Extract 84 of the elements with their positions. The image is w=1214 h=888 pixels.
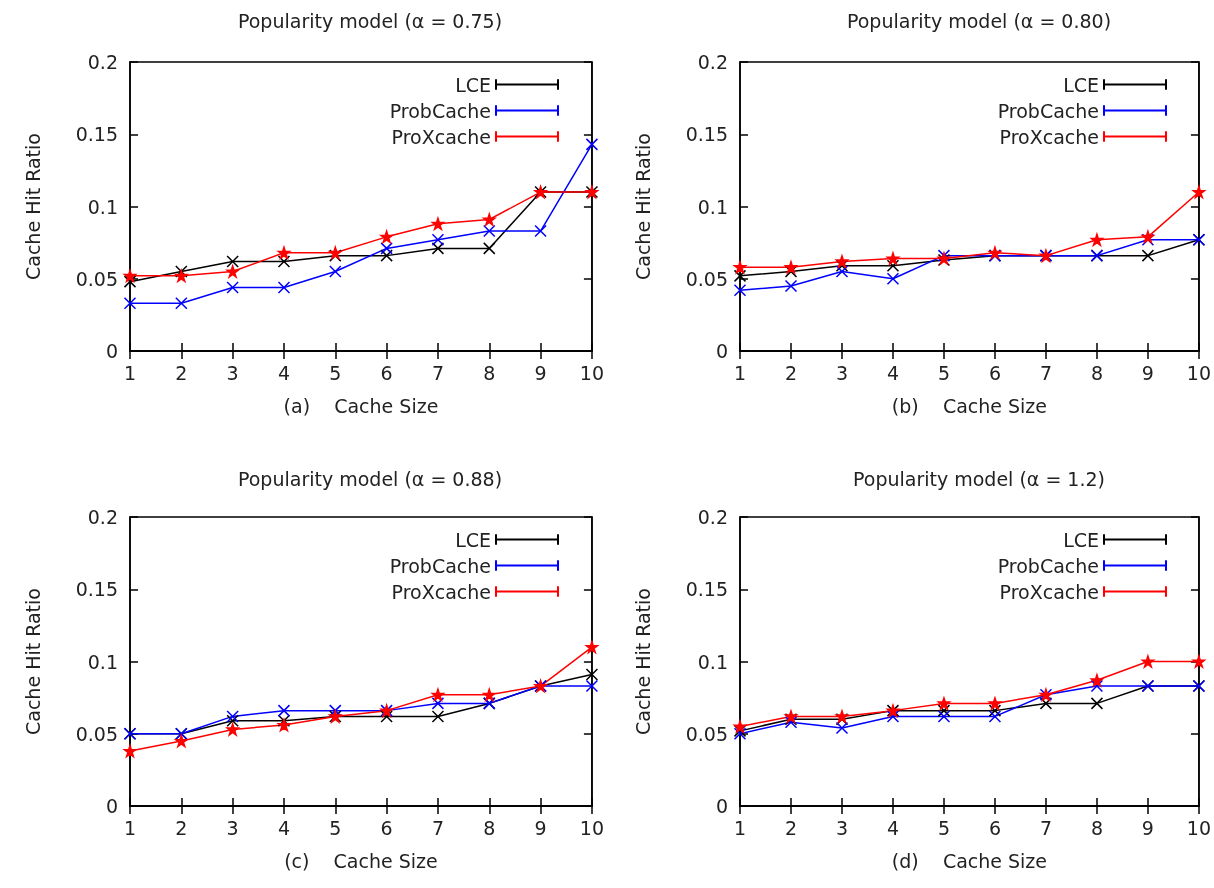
x-tick-label: 3	[835, 361, 849, 384]
legend-label: ProbCache	[997, 554, 1099, 577]
x-tick-label: 1	[733, 361, 747, 384]
legend-label: LCE	[1063, 528, 1099, 551]
x-axis-title: (a) Cache Size	[283, 394, 439, 417]
x-tick-label: 6	[988, 816, 1001, 839]
x-tick-label: 10	[579, 816, 605, 839]
x-tick-label: 6	[380, 361, 393, 384]
y-tick-label: 0.05	[75, 267, 118, 290]
x-axis-title: (c) Cache Size	[284, 849, 438, 872]
x-tick-label: 5	[937, 816, 951, 839]
chart-title: Popularity model (α = 1.2)	[852, 467, 1106, 490]
legend-label: ProXcache	[391, 125, 491, 148]
y-tick-label: 0.1	[697, 195, 728, 218]
x-tick-label: 7	[431, 361, 444, 384]
x-tick-label: 10	[579, 361, 605, 384]
x-tick-label: 9	[534, 361, 547, 384]
y-tick-label: 0	[715, 340, 728, 362]
x-tick-label: 7	[1039, 361, 1052, 384]
y-axis-title: Cache Hit Ratio	[21, 588, 44, 735]
x-tick-label: 8	[483, 361, 496, 384]
legend-label: LCE	[1063, 73, 1099, 96]
chart-title: Popularity model (α = 0.80)	[846, 9, 1112, 32]
y-tick-label: 0	[715, 795, 728, 817]
y-tick-label: 0.1	[697, 650, 728, 673]
x-tick-label: 7	[431, 816, 444, 839]
y-axis-title: Cache Hit Ratio	[631, 133, 654, 280]
chart-title: Popularity model (α = 0.75)	[237, 9, 503, 32]
x-tick-label: 8	[1090, 361, 1103, 384]
x-tick-label: 5	[329, 361, 342, 384]
legend-label: LCE	[455, 73, 491, 96]
x-tick-label: 1	[123, 361, 137, 384]
x-tick-label: 10	[1186, 361, 1212, 384]
y-tick-label: 0.2	[697, 51, 728, 73]
x-tick-label: 2	[784, 361, 798, 384]
y-tick-label: 0.15	[75, 123, 118, 146]
legend-label: ProbCache	[389, 554, 491, 577]
chart-title: Popularity model (α = 0.88)	[237, 467, 503, 490]
y-axis-title: Cache Hit Ratio	[631, 588, 654, 735]
y-tick-label: 0	[105, 340, 118, 362]
x-tick-label: 8	[483, 816, 496, 839]
y-tick-label: 0.05	[685, 267, 728, 290]
y-tick-label: 0.05	[685, 722, 728, 745]
x-tick-label: 2	[175, 361, 188, 384]
legend-label: LCE	[455, 528, 491, 551]
y-tick-label: 0	[105, 795, 118, 817]
legend-label: ProXcache	[999, 580, 1099, 603]
y-tick-label: 0.1	[87, 650, 118, 673]
x-tick-label: 6	[380, 816, 393, 839]
y-tick-label: 0.15	[685, 123, 728, 146]
y-tick-label: 0.15	[685, 578, 728, 601]
legend-label: ProbCache	[997, 99, 1099, 122]
y-tick-label: 0.15	[75, 578, 118, 601]
x-tick-label: 1	[123, 816, 137, 839]
x-tick-label: 9	[534, 816, 547, 839]
x-tick-label: 7	[1039, 816, 1052, 839]
legend-label: ProXcache	[391, 580, 491, 603]
x-tick-label: 3	[835, 816, 849, 839]
legend-label: ProbCache	[389, 99, 491, 122]
x-tick-label: 1	[733, 816, 747, 839]
x-tick-label: 2	[784, 816, 798, 839]
x-tick-label: 6	[988, 361, 1001, 384]
x-tick-label: 2	[175, 816, 188, 839]
x-tick-label: 8	[1090, 816, 1103, 839]
x-tick-label: 4	[886, 361, 900, 384]
y-tick-label: 0.05	[75, 722, 118, 745]
x-axis-title: (d) Cache Size	[891, 849, 1048, 872]
y-tick-label: 0.2	[697, 506, 728, 528]
y-tick-label: 0.2	[87, 51, 118, 73]
y-tick-label: 0.2	[87, 506, 118, 528]
y-axis-title: Cache Hit Ratio	[21, 133, 44, 280]
x-tick-label: 4	[886, 816, 900, 839]
x-tick-label: 3	[226, 361, 239, 384]
legend-label: ProXcache	[999, 125, 1099, 148]
x-tick-label: 9	[1141, 816, 1154, 839]
x-tick-label: 9	[1141, 361, 1154, 384]
x-axis-title: (b) Cache Size	[891, 394, 1048, 417]
x-tick-label: 10	[1186, 816, 1212, 839]
x-tick-label: 4	[277, 816, 291, 839]
x-tick-label: 5	[937, 361, 951, 384]
x-tick-label: 5	[329, 816, 342, 839]
x-tick-label: 4	[277, 361, 291, 384]
x-tick-label: 3	[226, 816, 239, 839]
y-tick-label: 0.1	[87, 195, 118, 218]
